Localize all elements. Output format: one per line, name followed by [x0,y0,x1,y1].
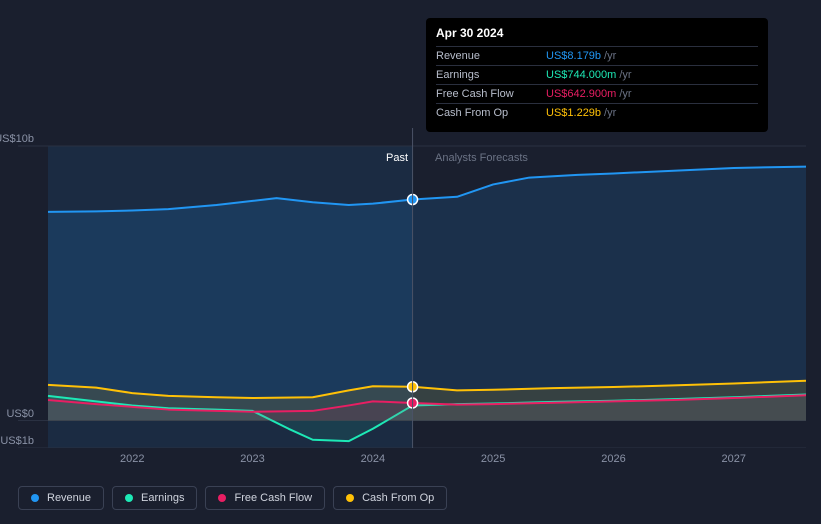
tooltip-row: RevenueUS$8.179b/yr [436,46,758,65]
tooltip-unit: /yr [619,88,631,100]
tooltip-label: Earnings [436,69,546,81]
x-axis-label: 2023 [240,453,264,465]
region-label-past: Past [386,152,408,164]
legend-dot-icon [31,494,39,502]
legend-label: Cash From Op [362,492,434,504]
tooltip-label: Cash From Op [436,107,546,119]
tooltip-date: Apr 30 2024 [436,26,758,46]
tooltip-row: Cash From OpUS$1.229b/yr [436,103,758,122]
x-axis-label: 2024 [361,453,385,465]
legend-dot-icon [346,494,354,502]
tooltip-value: US$744.000m [546,69,616,81]
x-axis-label: 2025 [481,453,505,465]
tooltip-label: Revenue [436,50,546,62]
legend-item-revenue[interactable]: Revenue [18,486,104,510]
x-axis-label: 2022 [120,453,144,465]
x-axis-label: 2027 [722,453,746,465]
tooltip-unit: /yr [604,107,616,119]
x-axis-label: 2026 [601,453,625,465]
tooltip-unit: /yr [604,50,616,62]
tooltip-value: US$642.900m [546,88,616,100]
y-axis-label: US$0 [6,408,34,420]
y-axis-label: -US$1b [0,435,34,447]
region-label-forecast: Analysts Forecasts [435,152,528,164]
tooltip-unit: /yr [619,69,631,81]
legend: Revenue Earnings Free Cash Flow Cash From O… [18,486,447,510]
tooltip-row: Free Cash FlowUS$642.900m/yr [436,84,758,103]
legend-label: Earnings [141,492,184,504]
chart-svg [18,128,806,448]
legend-dot-icon [125,494,133,502]
tooltip-value: US$8.179b [546,50,601,62]
legend-label: Revenue [47,492,91,504]
tooltip-label: Free Cash Flow [436,88,546,100]
legend-item-cash-from-op[interactable]: Cash From Op [333,486,447,510]
tooltip-value: US$1.229b [546,107,601,119]
legend-label: Free Cash Flow [234,492,312,504]
chart-area: US$10bUS$0-US$1b202220232024202520262027… [18,128,806,448]
legend-item-earnings[interactable]: Earnings [112,486,197,510]
tooltip-row: EarningsUS$744.000m/yr [436,65,758,84]
legend-item-free-cash-flow[interactable]: Free Cash Flow [205,486,325,510]
legend-dot-icon [218,494,226,502]
y-axis-label: US$10b [0,133,34,145]
tooltip: Apr 30 2024 RevenueUS$8.179b/yrEarningsU… [426,18,768,132]
